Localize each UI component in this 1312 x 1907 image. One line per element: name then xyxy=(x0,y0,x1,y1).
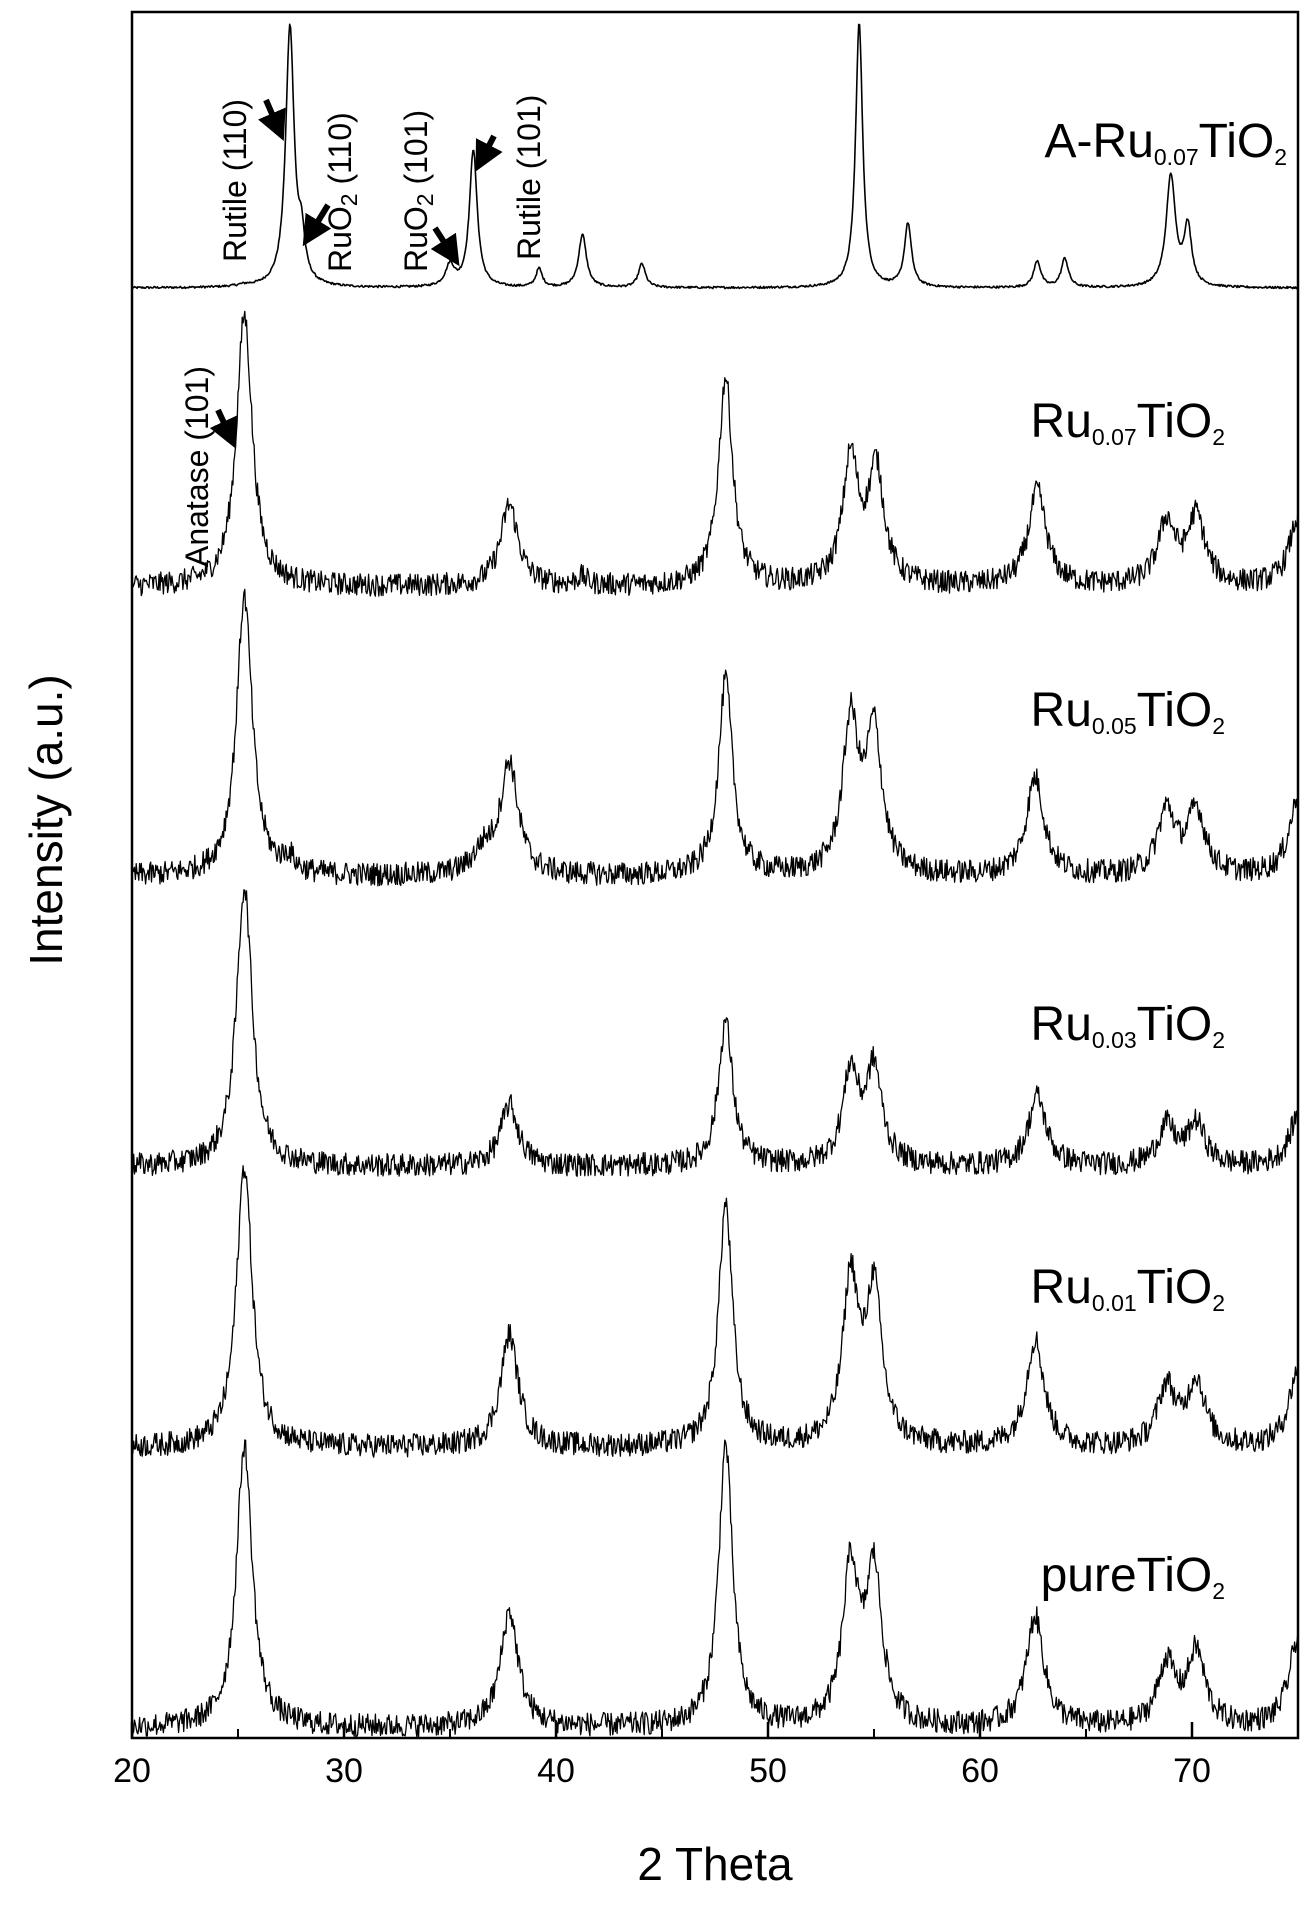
series-label-3: Ru0.03TiO2 xyxy=(1031,998,1225,1053)
series-line-3 xyxy=(131,889,1299,1177)
x-tick-label-40: 40 xyxy=(537,1752,575,1790)
series-line-5 xyxy=(131,1439,1299,1738)
series-label-4: Ru0.01TiO2 xyxy=(1031,1261,1225,1316)
x-tick-label-30: 30 xyxy=(325,1752,363,1790)
annotation-arrow-anatase-101 xyxy=(209,408,238,449)
x-tick-label-50: 50 xyxy=(749,1752,787,1790)
series-labels: A-Ru0.07TiO2 Ru0.07TiO2 Ru0.05TiO2 Ru0.03Ti… xyxy=(1031,115,1287,1604)
x-axis: 20 30 40 50 60 70 xyxy=(113,1722,1211,1790)
series-label-2: Ru0.05TiO2 xyxy=(1031,684,1225,739)
annotation-ruo2-101: RuO2 (101) xyxy=(398,110,438,272)
series-label-0: A-Ru0.07TiO2 xyxy=(1045,115,1287,170)
x-tick-label-70: 70 xyxy=(1173,1752,1211,1790)
plot-frame xyxy=(130,10,1300,1740)
x-tick-label-20: 20 xyxy=(113,1752,151,1790)
series-layer xyxy=(131,23,1299,1738)
x-tick-label-60: 60 xyxy=(961,1752,999,1790)
annotation-ruo2-110: RuO2 (110) xyxy=(322,112,362,272)
annotation-rutile-101: Rutile (101) xyxy=(511,95,547,260)
series-line-4 xyxy=(131,1165,1299,1458)
y-axis-title: Intensity (a.u.) xyxy=(20,674,72,965)
series-line-1 xyxy=(131,310,1299,597)
annotation-arrow-ruo2-101 xyxy=(430,226,460,267)
series-label-5: pureTiO2 xyxy=(1041,1549,1225,1604)
annotation-anatase-101: Anatase (101) xyxy=(179,366,215,567)
annotation-arrow-rutile-101 xyxy=(475,134,503,172)
series-line-0 xyxy=(131,23,1299,290)
annotation-arrow-ruo2-110 xyxy=(302,203,332,247)
x-axis-title: 2 Theta xyxy=(637,1838,793,1890)
series-line-2 xyxy=(131,588,1299,887)
annotation-rutile-110: Rutile (110) xyxy=(217,99,253,262)
annotation-arrow-rutile-110 xyxy=(258,98,286,142)
plot-border xyxy=(130,10,1300,1740)
series-label-1: Ru0.07TiO2 xyxy=(1031,395,1225,450)
peak-annotations: Rutile (110) RuO2 (110) RuO2 (101) Rutile (… xyxy=(179,95,547,567)
